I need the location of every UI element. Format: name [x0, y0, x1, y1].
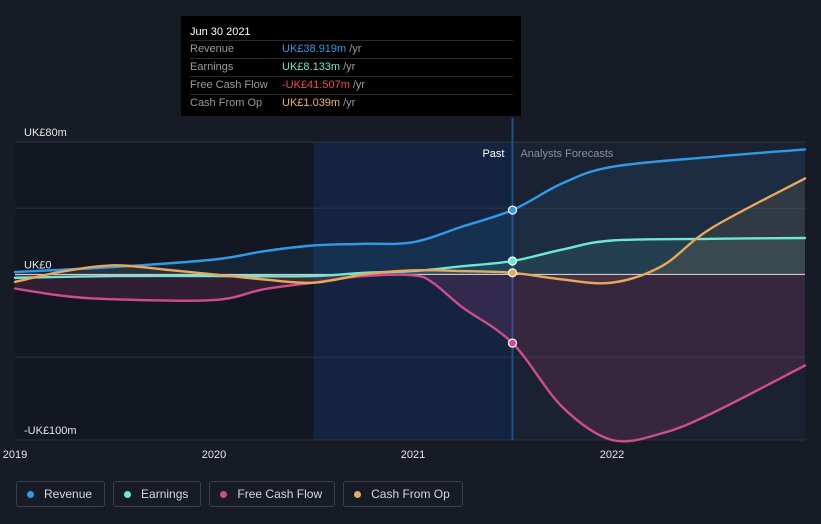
area-cash-from-op	[15, 178, 805, 284]
x-tick-label: 2020	[202, 449, 226, 461]
legend-item-earnings[interactable]: Earnings	[113, 481, 202, 507]
area-revenue	[15, 149, 805, 275]
x-tick-label: 2022	[600, 449, 624, 461]
area-free-cash-flow	[15, 274, 805, 442]
legend-item-revenue[interactable]: Revenue	[16, 481, 106, 507]
chart-lines	[13, 148, 807, 443]
legend-label: Earnings	[141, 487, 189, 501]
chart-areas	[15, 149, 805, 442]
tooltip-date: Jun 30 2021	[190, 26, 251, 38]
tooltip-unit: /yr	[349, 43, 362, 55]
marker-free-cash-flow	[507, 338, 518, 348]
past-region	[15, 142, 314, 440]
legend-dot-icon	[354, 490, 362, 498]
chart-area: UK£80m UK£0 -UK£100m 2019 2020 2021 2022 Past An…	[3, 118, 807, 461]
x-tick-label: 2021	[401, 449, 425, 461]
legend-dot-icon	[124, 490, 132, 498]
tooltip-unit: /yr	[343, 97, 356, 109]
tooltip-label: Free Cash Flow	[190, 79, 268, 91]
legend-item-cash-from-op[interactable]: Cash From Op	[343, 481, 463, 507]
tooltip-row-free-cash-flow: Free Cash Flow -UK£41.507m /yr	[190, 76, 513, 94]
highlight-band	[313, 142, 513, 440]
legend-item-free-cash-flow[interactable]: Free Cash Flow	[209, 481, 336, 507]
forecast-label: Analysts Forecasts	[520, 148, 613, 160]
legend-label: Free Cash Flow	[237, 487, 323, 501]
line-cash-from-op	[13, 177, 807, 285]
legend: Revenue Earnings Free Cash Flow Cash Fro…	[16, 481, 463, 507]
chart-gridlines	[15, 118, 805, 441]
chart-labels: UK£80m UK£0 -UK£100m 2019 2020 2021 2022 Past An…	[3, 127, 624, 461]
tooltip-row-cash-from-op: Cash From Op UK£1.039m /yr	[190, 94, 513, 112]
marker-cash-from-op	[507, 268, 518, 278]
area-earnings	[15, 238, 805, 278]
legend-label: Cash From Op	[371, 487, 450, 501]
tooltip-unit: /yr	[352, 79, 366, 91]
tooltip-label: Earnings	[190, 61, 234, 73]
tooltip-row-earnings: Earnings UK£8.133m /yr	[190, 58, 513, 76]
marker-revenue	[507, 205, 518, 215]
legend-dot-icon	[27, 490, 34, 498]
y-tick-label: -UK£100m	[24, 425, 77, 437]
tooltip-label: Cash From Op	[190, 97, 263, 109]
line-revenue	[13, 148, 807, 274]
tooltip-value: -UK£41.507m	[282, 79, 350, 91]
tooltip-row-revenue: Revenue UK£38.919m /yr	[190, 40, 513, 58]
y-tick-label: UK£0	[24, 259, 52, 271]
tooltip-value: UK£38.919m	[282, 43, 347, 55]
tooltip-value: UK£8.133m	[282, 61, 341, 73]
marker-earnings	[507, 256, 518, 266]
tooltip: Jun 30 2021 Revenue UK£38.919m /yr Earni…	[181, 16, 521, 116]
tooltip-unit: /yr	[343, 61, 356, 73]
tooltip-label: Revenue	[190, 43, 235, 55]
tooltip-value: UK£1.039m	[282, 97, 341, 109]
legend-dot-icon	[220, 490, 228, 498]
legend-label: Revenue	[44, 487, 93, 501]
past-label: Past	[482, 148, 504, 160]
line-free-cash-flow	[13, 273, 807, 443]
x-tick-label: 2019	[3, 449, 27, 461]
chart-markers	[507, 205, 518, 348]
y-tick-label: UK£80m	[24, 127, 67, 139]
